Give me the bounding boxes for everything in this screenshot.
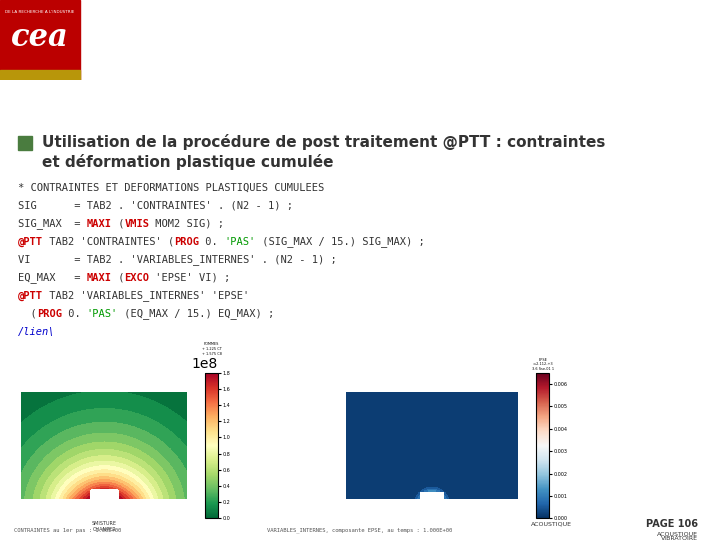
Text: ACOUSTIQUE: ACOUSTIQUE <box>531 521 572 526</box>
Text: (: ( <box>112 273 125 283</box>
Text: 0.: 0. <box>199 237 224 247</box>
Text: CHAP. 8 : MÉCANIQUE ÉLASTO-PLASTIQUE: CHAP. 8 : MÉCANIQUE ÉLASTO-PLASTIQUE <box>155 12 645 36</box>
Text: 0.: 0. <box>62 309 86 319</box>
Text: et déformation plastique cumulée: et déformation plastique cumulée <box>42 154 333 170</box>
Title: POMMES
+ 1.225 CT
+ 1.575 C8: POMMES + 1.225 CT + 1.575 C8 <box>202 342 222 356</box>
Text: CONTRAINTES au 1er pas : 1.00E+00: CONTRAINTES au 1er pas : 1.00E+00 <box>14 528 122 533</box>
Text: TAB2 'VARIABLES_INTERNES' 'EPSE': TAB2 'VARIABLES_INTERNES' 'EPSE' <box>43 291 249 301</box>
Bar <box>18 136 32 150</box>
Text: (: ( <box>112 219 125 229</box>
Text: * CONTRAINTES ET DEFORMATIONS PLASTIQUES CUMULEES: * CONTRAINTES ET DEFORMATIONS PLASTIQUES… <box>18 183 324 193</box>
Text: @PTT: @PTT <box>18 237 43 247</box>
Text: CHARGEMENT THERMIQUE, MATÉRIAU VARIABLE, PASAPAS: CHARGEMENT THERMIQUE, MATÉRIAU VARIABLE,… <box>181 49 619 63</box>
Bar <box>0 0 80 80</box>
Bar <box>0 70 80 80</box>
Text: VIBRATOIRE: VIBRATOIRE <box>662 536 698 540</box>
Text: 'EPSE' VI) ;: 'EPSE' VI) ; <box>149 273 230 283</box>
Text: SIG      = TAB2 . 'CONTRAINTES' . (N2 - 1) ;: SIG = TAB2 . 'CONTRAINTES' . (N2 - 1) ; <box>18 201 293 211</box>
Text: Utilisation de la procédure de post traitement @PTT : contraintes: Utilisation de la procédure de post trai… <box>42 134 606 150</box>
Title: EPSE
>-2.112-+3
3.6 Sse-01 1: EPSE >-2.112-+3 3.6 Sse-01 1 <box>532 357 554 371</box>
Text: /lien\: /lien\ <box>18 327 55 337</box>
Text: VARIABLES_INTERNES, composante EPSE, au temps : 1.000E+00: VARIABLES_INTERNES, composante EPSE, au … <box>267 528 453 533</box>
Text: PROG: PROG <box>37 309 62 319</box>
Text: (SIG_MAX / 15.) SIG_MAX) ;: (SIG_MAX / 15.) SIG_MAX) ; <box>256 237 424 247</box>
Text: VI       = TAB2 . 'VARIABLES_INTERNES' . (N2 - 1) ;: VI = TAB2 . 'VARIABLES_INTERNES' . (N2 -… <box>18 254 337 265</box>
Text: PAGE 106: PAGE 106 <box>647 519 698 529</box>
Text: DE LA RECHERCHE A L'INDUSTRIE: DE LA RECHERCHE A L'INDUSTRIE <box>5 10 75 14</box>
Text: 'PAS': 'PAS' <box>224 237 256 247</box>
Text: MOM2 SIG) ;: MOM2 SIG) ; <box>149 219 224 229</box>
Text: @PTT: @PTT <box>18 291 43 301</box>
Text: (EQ_MAX / 15.) EQ_MAX) ;: (EQ_MAX / 15.) EQ_MAX) ; <box>118 308 274 320</box>
Text: SIG_MAX  =: SIG_MAX = <box>18 219 86 230</box>
Text: MAXI: MAXI <box>86 219 112 229</box>
Text: ACOUSTIQUE: ACOUSTIQUE <box>657 531 698 536</box>
Text: EXCO: EXCO <box>125 273 149 283</box>
Text: MAXI: MAXI <box>86 273 112 283</box>
Text: SMISTURE
CHANPER: SMISTURE CHANPER <box>92 521 117 532</box>
Text: EQ_MAX   =: EQ_MAX = <box>18 273 86 284</box>
Text: VMIS: VMIS <box>125 219 149 229</box>
Text: PROG: PROG <box>174 237 199 247</box>
Text: cea: cea <box>11 23 69 53</box>
Text: TAB2 'CONTRAINTES' (: TAB2 'CONTRAINTES' ( <box>43 237 174 247</box>
Text: 'PAS': 'PAS' <box>86 309 118 319</box>
Text: (: ( <box>18 309 37 319</box>
